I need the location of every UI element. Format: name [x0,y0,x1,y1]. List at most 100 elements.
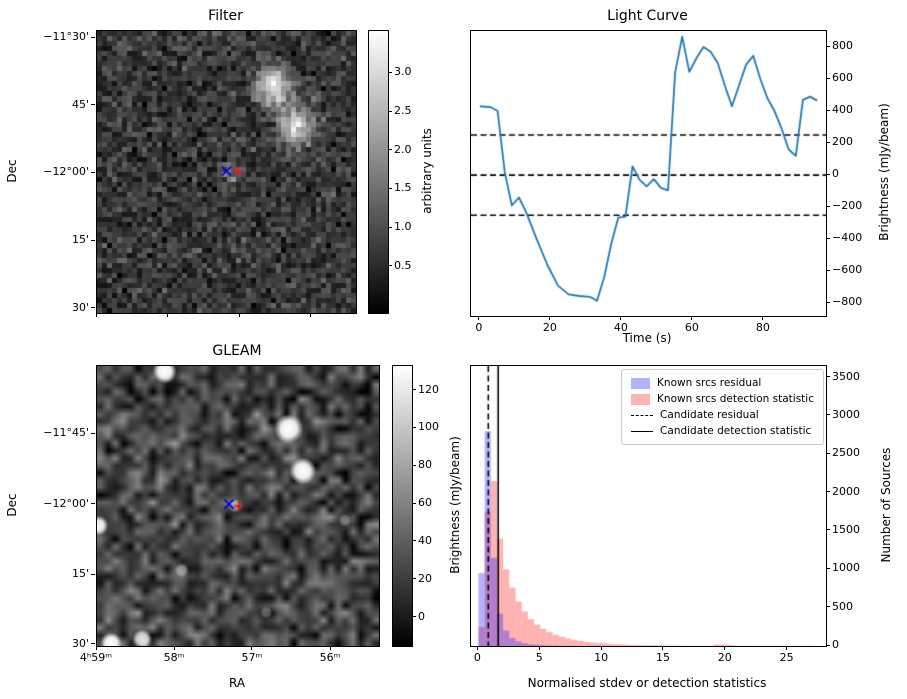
filter-cbar-tick [388,110,392,112]
hist-y-tick-label: 3000 [832,407,860,421]
legend-label: Candidate detection statistic [660,425,812,437]
gleam-map-canvas [96,365,380,647]
legend-line-swatch [631,414,654,416]
lc-y-tick-label: 400 [832,103,853,117]
lc-x-tick [549,316,551,320]
gleam-dec-tick [91,573,95,575]
gleam-dec-tick-label: 30' [71,636,89,650]
hist-y-tick [826,567,830,569]
gleam-cbar-tick-label: 120 [418,382,439,396]
lc-y-tick-label: 0 [832,167,839,181]
lc-y-tick [826,141,830,143]
gleam-title: GLEAM [212,343,262,359]
filter-dec-tick [91,171,95,173]
lc-x-tick-label: 80 [755,321,770,334]
lc-y-tick-label: 200 [832,135,853,149]
filter-dec-tick [91,307,95,309]
gleam-cbar-tick [412,426,416,428]
gleam-dec-tick [91,503,95,505]
gleam-cbar-tick-label: 100 [418,420,439,434]
gleam-cbar-tick [412,389,416,391]
hist-x-tick [662,646,664,650]
filter-map-canvas [96,30,357,314]
lc-y-tick-label: 600 [832,71,853,85]
light-curve-xlabel: Time (s) [622,331,672,345]
filter-cbar-tick [388,226,392,228]
hist-x-tick [600,646,602,650]
legend-patch-swatch [631,377,651,389]
hist-y-tick [826,414,830,416]
filter-dec-tick [91,239,95,241]
filter-ra-tick [238,313,240,317]
lc-y-tick-label: −400 [832,231,863,245]
hist-y-tick-label: 0 [832,638,839,651]
light-curve-canvas [470,30,827,317]
legend-entry: Candidate residual [631,407,814,423]
lc-y-tick [826,45,830,47]
hist-x-tick [476,646,478,650]
hist-x-tick-label: 10 [594,651,609,664]
gleam-dec-tick [91,643,95,645]
filter-dec-tick [91,104,95,106]
gleam-cbar-tick-label: 40 [418,533,432,547]
gleam-cbar-tick [412,616,416,618]
legend-label: Candidate residual [660,409,759,421]
gleam-dec-tick [91,432,95,434]
lc-x-tick-label: 40 [613,321,628,334]
gleam-cbar-tick [412,578,416,580]
filter-dec-axis-label: Dec [5,159,19,183]
filter-colorbar-label: arbitrary units [420,128,434,214]
legend: Known srcs residual Known srcs detection … [621,369,824,445]
hist-y-tick-label: 3500 [832,369,860,383]
histogram-xlabel: Normalised stdev or detection statistics [527,676,767,690]
lc-x-tick-label: 20 [542,321,557,334]
legend-entry: Known srcs residual [631,375,814,391]
gleam-colorbar [392,365,413,647]
hist-x-tick [724,646,726,650]
lc-y-tick [826,77,830,79]
hist-x-tick-label: 0 [473,651,481,664]
filter-title: Filter [208,8,243,24]
gleam-cbar-tick-label: 60 [418,496,432,510]
hist-y-tick [826,376,830,377]
hist-y-tick [826,491,830,493]
lc-x-tick-label: 0 [475,321,483,334]
gleam-ra-tick [251,646,253,650]
hist-y-tick-label: 2000 [832,484,860,498]
lc-x-tick [762,316,764,320]
hist-y-tick [826,606,830,608]
filter-ra-tick [167,313,169,317]
lc-y-tick [826,301,830,303]
gleam-ra-tick-label: 56ᵐ [319,651,341,664]
filter-cbar-tick-label: 2.5 [394,104,412,118]
gleam-ra-tick-label: 57ᵐ [241,651,263,664]
filter-cbar-tick-label: 0.5 [394,258,412,272]
lc-x-tick [691,316,693,320]
lc-y-tick [826,269,830,271]
legend-entry: Candidate detection statistic [631,423,814,439]
lc-y-tick-label: −600 [832,263,863,277]
hist-x-tick [786,646,788,650]
filter-dec-tick-label: −12°00' [43,165,89,179]
filter-cbar-tick-label: 2.0 [394,142,412,156]
lc-y-tick [826,205,830,207]
hist-y-tick-label: 2500 [832,446,860,460]
legend-label: Known srcs detection statistic [657,393,814,405]
hist-x-tick-label: 20 [717,651,732,664]
hist-y-tick-label: 1000 [832,561,860,575]
gleam-dec-axis-label: Dec [5,493,19,517]
filter-dec-tick-label: 45' [71,97,89,111]
filter-cbar-tick [388,187,392,189]
gleam-dec-tick-label: −12°00' [43,496,89,510]
gleam-dec-tick-label: −11°45' [43,426,89,440]
filter-dec-tick-label: 15' [71,233,89,247]
hist-x-tick [538,646,540,650]
gleam-ra-tick [173,646,175,650]
lc-y-tick-label: −800 [832,295,863,309]
filter-dec-tick-label: −11°30' [43,30,89,44]
lc-x-tick-label: 60 [684,321,699,334]
hist-x-tick-label: 15 [655,651,670,664]
legend-line-swatch [631,430,654,432]
filter-colorbar [368,30,389,314]
